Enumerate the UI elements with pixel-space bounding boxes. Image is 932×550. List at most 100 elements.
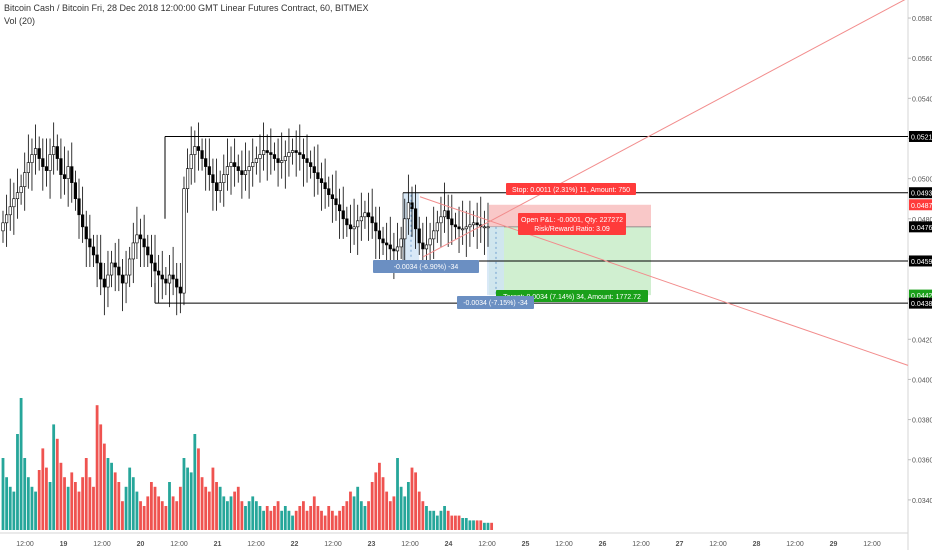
volume-bar: [302, 501, 305, 530]
time-tick-label: 23: [368, 541, 376, 548]
time-tick-label: 12:00: [247, 541, 265, 548]
candle-body: [352, 226, 356, 230]
stop-label-box[interactable]: [506, 183, 636, 195]
volume-bar: [341, 506, 345, 530]
volume-bar: [316, 506, 320, 530]
volume-indicator-label[interactable]: Vol (20): [4, 16, 36, 26]
candle-body: [301, 154, 306, 159]
candle-body: [23, 172, 27, 187]
candle-body: [258, 154, 262, 159]
price-badge[interactable]: [909, 187, 932, 199]
candle-body: [435, 222, 439, 232]
volume-bar: [193, 434, 197, 530]
volume-bar: [102, 443, 106, 530]
volume-bar: [70, 472, 74, 530]
candle-body: [207, 166, 211, 175]
volume-bar: [204, 486, 208, 530]
candle-body: [225, 166, 230, 175]
candle-body: [113, 262, 117, 268]
candle-body: [240, 170, 244, 175]
candle-body: [52, 146, 56, 155]
time-tick-label: 12:00: [632, 541, 650, 548]
volume-bar: [121, 501, 124, 530]
candle-body: [327, 188, 331, 196]
price-badge-label: 0.0459: [911, 259, 932, 266]
volume-bar: [160, 501, 164, 530]
time-tick-label: 24: [445, 541, 453, 548]
volume-bar: [168, 482, 171, 530]
pnl-label-box[interactable]: [518, 213, 626, 235]
candle-body: [403, 218, 407, 240]
candle-body: [294, 150, 298, 153]
candle-body: [261, 150, 266, 155]
price-badge-label: 0.0493: [911, 191, 932, 198]
candle-body: [280, 160, 284, 163]
time-tick-label: 26: [599, 541, 607, 548]
volume-bar: [207, 491, 211, 530]
volume-bar: [45, 467, 48, 530]
candle-body: [117, 266, 121, 276]
time-tick-label: 12:00: [786, 541, 804, 548]
volume-bar: [450, 515, 454, 530]
pnl-label: Open P&L: -0.0001, Qty: 227272: [521, 217, 623, 224]
time-tick-label: 12:00: [709, 541, 727, 548]
measure-label-1-box[interactable]: [373, 260, 479, 273]
price-badge[interactable]: [909, 199, 932, 211]
candle-body: [309, 162, 313, 167]
volume-bar: [142, 506, 146, 530]
trendline-descending[interactable]: [419, 196, 909, 366]
candle-body: [8, 206, 12, 216]
time-tick-label: 12:00: [93, 541, 111, 548]
candle-body: [399, 238, 403, 248]
volume-bar: [327, 506, 331, 530]
candle-body: [178, 286, 182, 294]
price-badge[interactable]: [909, 130, 932, 142]
volume-bar: [298, 506, 302, 530]
volume-bar: [131, 477, 135, 530]
volume-bar: [26, 477, 30, 530]
candle-body: [392, 248, 396, 252]
candle-body: [341, 210, 345, 220]
candle-body: [120, 274, 125, 284]
candle-body: [312, 166, 316, 173]
candle-body: [185, 168, 190, 189]
volume-bar: [37, 470, 41, 530]
volume-bar: [88, 477, 92, 530]
candle-body: [171, 274, 175, 280]
volume-bar: [117, 482, 121, 530]
candle-body: [12, 198, 16, 208]
volume-bar: [482, 522, 486, 530]
candle-body: [442, 210, 447, 218]
volume-bar: [30, 486, 34, 530]
candle-body: [457, 226, 461, 230]
volume-bar: [381, 477, 385, 530]
price-badge[interactable]: [909, 297, 932, 309]
volume-bar: [352, 496, 356, 530]
candle-body: [254, 158, 258, 163]
candle-body: [424, 244, 429, 250]
price-badge[interactable]: [909, 221, 932, 233]
candle-body: [450, 218, 454, 226]
candle-body: [70, 166, 74, 183]
price-badge[interactable]: [909, 289, 932, 301]
price-badge[interactable]: [909, 255, 932, 267]
candle-body: [348, 224, 353, 230]
volume-bar: [349, 491, 352, 530]
candle-body: [338, 204, 342, 212]
volume-bar: [359, 501, 363, 530]
measure-label-2-box[interactable]: [457, 296, 534, 309]
candle-body: [138, 234, 143, 240]
volume-bar: [454, 515, 457, 530]
volume-bar: [12, 491, 16, 530]
volume-bar: [95, 405, 99, 530]
volume-bar: [215, 482, 218, 530]
time-tick-label: 29: [830, 541, 838, 548]
candle-body: [149, 254, 153, 264]
volume-bar: [149, 482, 153, 530]
candle-body: [62, 174, 67, 179]
volume-bar: [254, 501, 258, 530]
volume-bar: [251, 496, 255, 530]
trendline-ascending[interactable]: [422, 0, 908, 258]
price-tick-label: 0.0360: [912, 458, 932, 465]
